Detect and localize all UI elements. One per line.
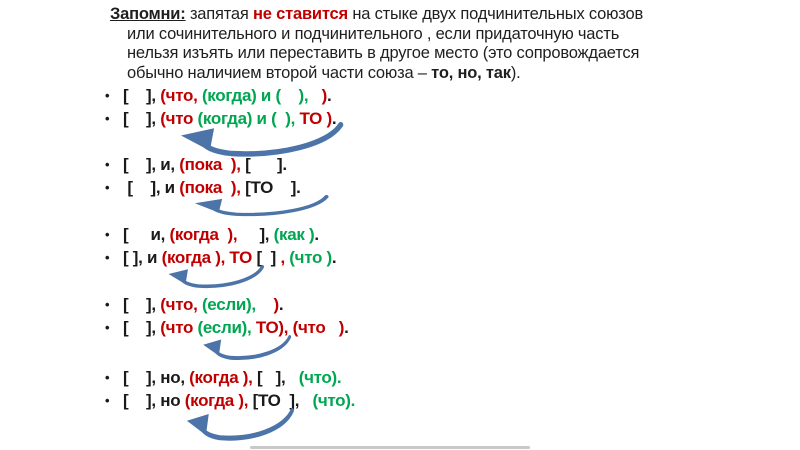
- text-segment: [ТО ].: [245, 178, 301, 197]
- schema-line: • [ ], (что (когда) и ( ), ТО ).: [105, 107, 705, 130]
- text-segment: ).: [510, 63, 521, 82]
- text-segment: [ ],: [123, 318, 161, 337]
- text-segment: (пока ),: [179, 178, 246, 197]
- text-segment: ТО), (что ): [255, 318, 345, 337]
- text-segment: (что).: [312, 391, 356, 410]
- bullet-marker: •: [105, 297, 110, 312]
- schema-groups: • [ ], (что, (когда) и ( ), ). • [ ], (что …: [105, 84, 705, 450]
- text-segment: [ ].: [245, 155, 287, 174]
- schema-group: • [ ], (что, (если), ). • [ ], (что (если),…: [105, 293, 705, 366]
- text-segment: (когда ),: [189, 368, 258, 387]
- schema-line: • [ ], и (когда ), ТО [ ] , (что ).: [105, 246, 705, 269]
- text-segment: (если),: [197, 318, 256, 337]
- text-segment: .: [344, 318, 349, 337]
- bullet-marker: •: [105, 393, 110, 408]
- text-segment: .: [278, 295, 284, 314]
- schema-line: • [ и, (когда ), ], (как ).: [105, 223, 705, 246]
- schema-group: •[ ], но, (когда ), [ ], (что). •[ ], но …: [105, 366, 705, 450]
- bullet-marker: •: [105, 320, 110, 335]
- header-line: или сочинительного и подчинительного , е…: [110, 25, 770, 45]
- bullet-marker: •: [105, 111, 110, 126]
- text-segment: [ и,: [123, 225, 170, 244]
- move-arrow-icon: [175, 122, 345, 158]
- text-segment: (что).: [298, 368, 342, 387]
- schema-line: • [ ], но, (когда ), [ ], (что).: [105, 366, 705, 389]
- move-arrow-icon: [183, 408, 295, 442]
- text-segment: (как ): [273, 225, 315, 244]
- text-segment: [ ],: [123, 109, 161, 128]
- text-segment: (когда) и ( ),: [197, 109, 300, 128]
- text-segment: ТО ): [299, 109, 333, 128]
- schema-group: •[ ], (что, (когда) и ( ), ). •[ ], (что …: [105, 84, 705, 157]
- text-segment: .: [327, 86, 332, 105]
- move-arrow-icon: [165, 265, 265, 289]
- text-segment: [ ],: [123, 86, 161, 105]
- text-segment: [ ], но: [123, 391, 185, 410]
- text-segment: .: [331, 248, 337, 267]
- move-arrow-icon: [190, 195, 330, 217]
- bullet-marker: •: [105, 180, 110, 195]
- text-segment: ): [260, 295, 280, 314]
- text-segment: (что: [160, 318, 198, 337]
- bottom-edge-line: [250, 446, 530, 449]
- text-segment: или сочинительного и подчинительного , е…: [127, 24, 620, 43]
- text-segment: [ТО ],: [252, 391, 313, 410]
- bullet-marker: •: [105, 250, 110, 265]
- schema-line: • [ ], (что, (если), ).: [105, 293, 705, 316]
- bullet-marker: •: [105, 88, 110, 103]
- text-segment: ],: [237, 225, 274, 244]
- header: Запомни: запятая не ставится на стыке дв…: [110, 5, 770, 83]
- schema-line: • [ ], (что, (когда) и ( ), ).: [105, 84, 705, 107]
- text-segment: (когда ),: [184, 391, 253, 410]
- text-segment: (что ): [289, 248, 332, 267]
- text-segment: [ ],: [257, 368, 299, 387]
- text-segment: (что,: [160, 295, 198, 314]
- text-segment: (когда ),: [169, 225, 238, 244]
- text-segment: (если),: [197, 295, 261, 314]
- header-line: Запомни: запятая не ставится на стыке дв…: [110, 5, 770, 25]
- text-segment: Запомни:: [110, 5, 186, 23]
- header-line: обычно наличием второй части союза – то,…: [110, 64, 770, 84]
- move-arrow-icon: [200, 335, 292, 361]
- text-segment: (когда ), ТО: [161, 248, 257, 267]
- text-segment: [ ], и: [123, 248, 162, 267]
- text-segment: ): [312, 86, 328, 105]
- text-segment: [ ], и: [123, 178, 180, 197]
- text-segment: (когда) и ( ),: [197, 86, 313, 105]
- schema-group: • [ и, (когда ), ], (как ). • [ ], и (когда…: [105, 223, 705, 293]
- text-segment: [ ], но,: [123, 368, 190, 387]
- text-segment: [ ]: [256, 248, 281, 267]
- text-segment: нельзя изъять или переставить в другое м…: [127, 44, 640, 62]
- text-segment: ,: [280, 248, 290, 267]
- header-line: нельзя изъять или переставить в другое м…: [110, 44, 770, 64]
- text-segment: обычно наличием второй части союза –: [127, 63, 432, 82]
- text-segment: [ ], и,: [123, 155, 180, 174]
- schema-group: • [ ], и, (пока ), [ ]. • [ ], и (пока ), …: [105, 153, 705, 223]
- bullet-marker: •: [105, 370, 110, 385]
- text-segment: не ставится: [253, 5, 348, 23]
- text-segment: (что: [160, 109, 198, 128]
- text-segment: (что,: [160, 86, 198, 105]
- schema-line: • [ ], но (когда ), [ТО ], (что).: [105, 389, 705, 412]
- schema-line: • [ ], и, (пока ), [ ].: [105, 153, 705, 176]
- text-segment: на стыке двух подчинительных союзов: [347, 5, 644, 23]
- text-segment: то, но, так: [431, 63, 511, 82]
- text-segment: .: [314, 225, 319, 244]
- text-segment: (пока ),: [179, 155, 246, 174]
- schema-line: • [ ], и (пока ), [ТО ].: [105, 176, 705, 199]
- text-segment: .: [331, 109, 337, 128]
- bullet-marker: •: [105, 157, 110, 172]
- schema-line: • [ ], (что (если), ТО), (что ).: [105, 316, 705, 339]
- text-segment: [ ],: [123, 295, 161, 314]
- text-segment: запятая: [185, 5, 254, 23]
- bullet-marker: •: [105, 227, 110, 242]
